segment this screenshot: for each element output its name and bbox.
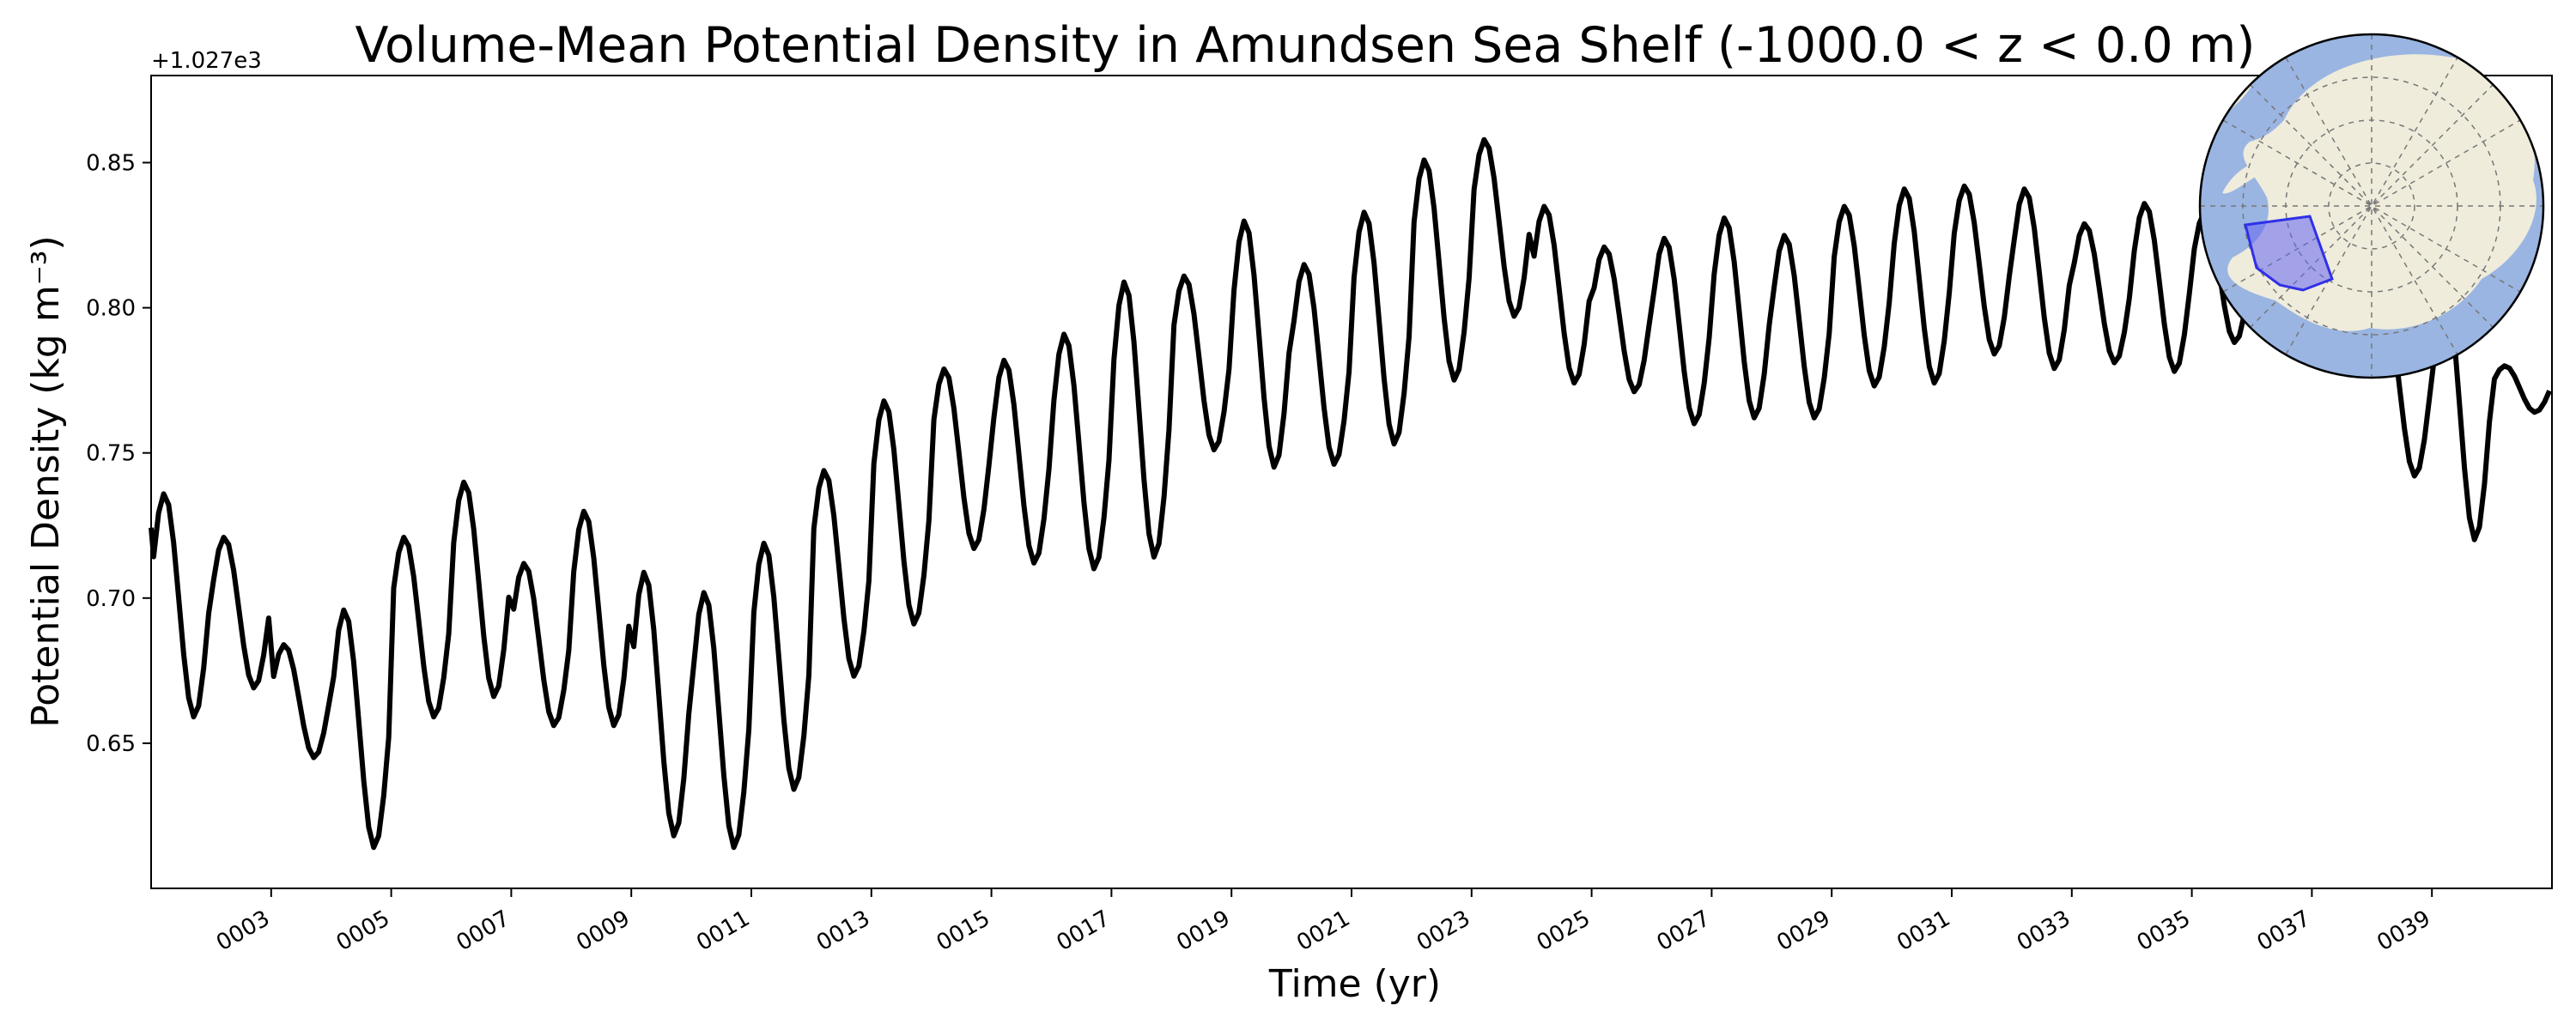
x-tick-label: 0035 <box>2133 906 2195 956</box>
x-tick-label: 0005 <box>332 906 394 956</box>
x-tick-label: 0037 <box>2253 906 2315 956</box>
amundsen-region-highlight <box>2244 215 2334 292</box>
density-series-line <box>149 136 2552 851</box>
y-offset-label: +1.027e3 <box>151 48 262 74</box>
x-tick-label: 0017 <box>1053 906 1115 956</box>
x-tick-label: 0031 <box>1893 906 1954 956</box>
x-tick-label: 0011 <box>692 906 754 956</box>
plot-frame <box>150 75 2553 889</box>
map-border <box>2198 33 2545 379</box>
x-tick-label: 0019 <box>1172 906 1234 956</box>
y-tick-label: 0.75 <box>86 441 136 467</box>
x-tick-label: 0033 <box>2013 906 2075 956</box>
y-axis-label: Potential Density (kg m⁻³) <box>24 235 68 727</box>
chart-title: Volume-Mean Potential Density in Amundse… <box>355 17 2255 74</box>
x-tick-label: 0027 <box>1653 906 1715 956</box>
x-tick-label: 0009 <box>572 906 634 956</box>
x-tick-label: 0013 <box>812 906 874 956</box>
y-tick-label: 0.70 <box>86 586 136 612</box>
x-tick-label: 0007 <box>453 906 514 956</box>
x-axis-ticks: 0003 0005 0007 0009 0011 0013 0015 0017 0019 0021… <box>212 888 2435 956</box>
x-tick-label: 0023 <box>1413 906 1474 956</box>
y-tick-label: 0.65 <box>86 731 136 757</box>
x-tick-label: 0029 <box>1772 906 1834 956</box>
map-gridlines <box>2200 34 2543 378</box>
x-axis-label: Time (yr) <box>1268 962 1441 1006</box>
x-tick-label: 0039 <box>2372 906 2434 956</box>
y-tick-label: 0.85 <box>86 150 136 176</box>
y-axis-ticks: 0.65 0.70 0.75 0.80 0.85 <box>86 150 151 757</box>
x-tick-label: 0025 <box>1533 906 1595 956</box>
x-tick-label: 0015 <box>933 906 994 956</box>
x-tick-label: 0003 <box>212 906 274 956</box>
y-tick-label: 0.80 <box>86 296 136 322</box>
map-australia-land <box>2512 318 2543 373</box>
x-tick-label: 0021 <box>1292 906 1354 956</box>
series-layer <box>149 136 2552 851</box>
